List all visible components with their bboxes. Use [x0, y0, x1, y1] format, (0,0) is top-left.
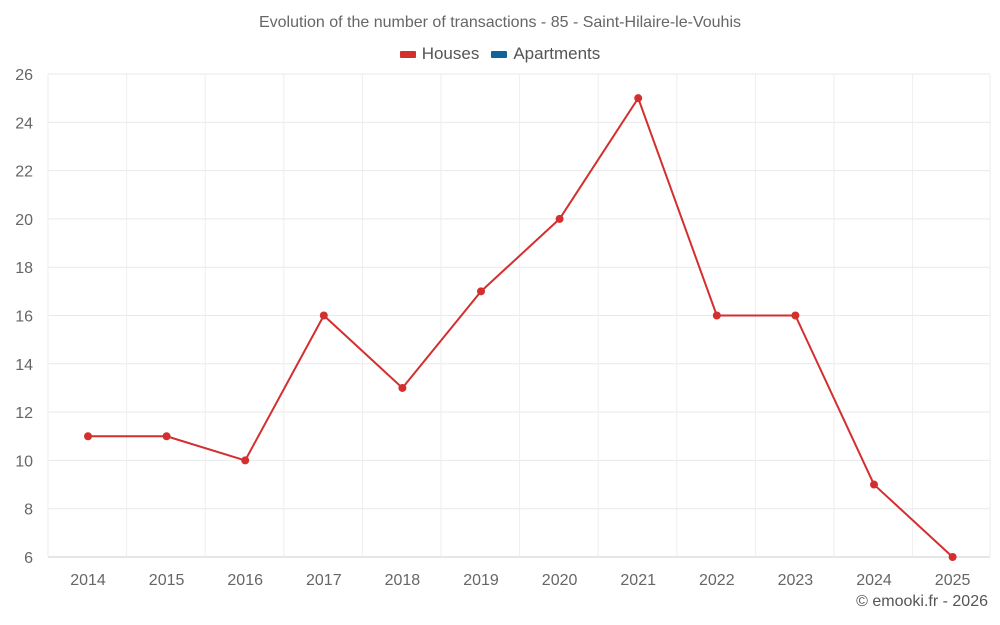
- x-tick-label: 2024: [856, 572, 892, 589]
- data-point: [477, 287, 485, 296]
- x-tick-label: 2022: [699, 572, 735, 589]
- y-tick-label: 20: [15, 212, 33, 229]
- y-tick-label: 26: [15, 67, 33, 84]
- chart-title: Evolution of the number of transactions …: [258, 14, 741, 31]
- y-tick-label: 18: [15, 260, 33, 277]
- y-tick-label: 6: [24, 550, 33, 567]
- data-point: [84, 432, 92, 441]
- data-point: [791, 311, 800, 320]
- data-point: [162, 432, 171, 441]
- y-tick-label: 22: [15, 164, 33, 181]
- credit-text: © emooki.fr - 2026: [856, 593, 988, 610]
- y-tick-label: 8: [24, 502, 33, 519]
- legend: Houses Apartments: [0, 44, 1000, 64]
- data-point: [948, 553, 957, 561]
- y-tick-label: 24: [15, 115, 33, 132]
- data-point: [870, 480, 878, 489]
- x-tick-label: 2015: [149, 572, 185, 589]
- x-tick-label: 2021: [620, 572, 656, 589]
- data-point: [555, 214, 564, 223]
- x-tick-label: 2016: [227, 572, 263, 589]
- data-point: [241, 456, 250, 465]
- legend-swatch-houses: [399, 50, 416, 58]
- legend-label-houses: Houses: [421, 44, 480, 63]
- legend-swatch-apartments: [491, 50, 508, 58]
- data-point: [712, 311, 721, 320]
- x-tick-label: 2023: [778, 572, 814, 589]
- data-point: [319, 311, 328, 320]
- x-tick-label: 2020: [542, 572, 578, 589]
- x-tick-label: 2019: [463, 572, 499, 589]
- x-tick-label: 2017: [306, 572, 342, 589]
- grid: [47, 73, 991, 558]
- x-tick-label: 2018: [385, 572, 421, 589]
- y-tick-label: 16: [15, 309, 33, 326]
- y-tick-label: 10: [15, 453, 33, 470]
- legend-label-apartments: Apartments: [513, 44, 601, 63]
- x-tick-label: 2025: [935, 572, 971, 589]
- legend-item-houses[interactable]: Houses: [399, 44, 480, 64]
- series-line: [88, 97, 954, 558]
- x-tick-label: 2014: [70, 572, 106, 589]
- legend-item-apartments[interactable]: Apartments: [491, 44, 600, 64]
- series-houses-points: [84, 94, 957, 561]
- data-point: [634, 94, 643, 103]
- series-houses: [88, 97, 954, 558]
- y-tick-label: 12: [15, 405, 33, 422]
- y-tick-label: 14: [15, 357, 33, 374]
- data-point: [398, 383, 407, 392]
